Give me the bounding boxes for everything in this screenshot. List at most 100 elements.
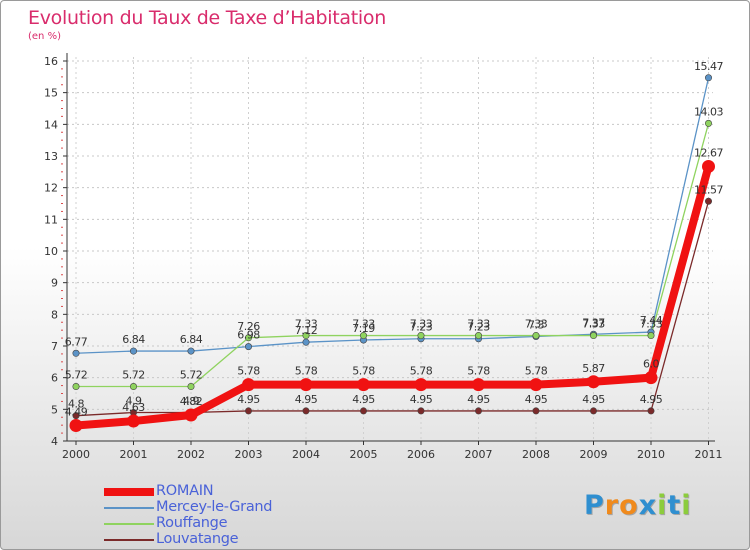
data-label-mercey-le-grand-2010: 7.44 — [640, 314, 663, 327]
data-point-louvatange-2003 — [245, 407, 253, 415]
data-point-romain-2001 — [127, 414, 140, 428]
data-label-mercey-le-grand-2002: 6.84 — [180, 333, 203, 346]
data-point-rouffange-2002 — [187, 383, 195, 391]
data-point-rouffange-2008 — [532, 332, 540, 340]
data-point-romain-2009 — [587, 375, 600, 389]
data-label-rouffange-2006: 7.33 — [410, 318, 433, 331]
data-point-romain-2005 — [357, 378, 370, 392]
logo-letter: t — [667, 490, 682, 521]
data-point-romain-2000 — [69, 418, 83, 432]
y-tick-label-16: 16 — [44, 55, 58, 68]
data-label-mercey-le-grand-2003: 6.98 — [237, 329, 260, 342]
data-label-romain-2000: 4.49 — [65, 405, 88, 418]
data-point-mercey-le-grand-2003 — [245, 343, 253, 351]
data-point-mercey-le-grand-2004 — [302, 338, 310, 346]
legend-label-mercey-le-grand: Mercey-le-Grand — [156, 499, 273, 515]
series-line-mercey-le-grand — [75, 77, 710, 354]
data-label-rouffange-2008: 7.33 — [525, 318, 548, 331]
data-point-romain-2010 — [644, 371, 658, 385]
y-tick-label-8: 8 — [51, 308, 58, 321]
data-point-rouffange-2009 — [589, 332, 597, 340]
y-tick-label-12: 12 — [44, 182, 58, 195]
proxiti-logo: Proxiti — [584, 490, 692, 521]
data-label-louvatange-2007: 4.95 — [467, 393, 490, 406]
data-point-louvatange-2011 — [704, 197, 712, 205]
data-point-rouffange-2005 — [359, 332, 367, 340]
data-label-louvatange-2005: 4.95 — [352, 393, 375, 406]
data-point-romain-2007 — [472, 378, 485, 392]
x-tick-label-2001: 2001 — [120, 448, 148, 461]
data-point-rouffange-2001 — [130, 383, 138, 391]
x-tick-label-2006: 2006 — [407, 448, 435, 461]
data-label-romain-2003: 5.78 — [237, 365, 260, 378]
data-label-mercey-le-grand-2006: 7.23 — [410, 321, 433, 334]
legend-swatch-louvatange — [104, 539, 154, 541]
data-label-louvatange-2001: 4.9 — [126, 395, 142, 408]
x-tick-label-2005: 2005 — [350, 448, 378, 461]
logo-letter: o — [619, 490, 639, 521]
data-label-louvatange-2000: 4.8 — [68, 398, 84, 411]
data-point-louvatange-2004 — [302, 407, 310, 415]
data-label-louvatange-2004: 4.95 — [295, 393, 318, 406]
logo-letter: i — [657, 490, 668, 521]
logo-letter: r — [604, 490, 620, 521]
data-label-mercey-le-grand-2004: 7.12 — [295, 324, 318, 337]
data-point-mercey-le-grand-2002 — [187, 347, 195, 355]
data-point-louvatange-2007 — [474, 407, 482, 415]
data-point-louvatange-2010 — [647, 407, 655, 415]
data-label-rouffange-2003: 7.26 — [237, 320, 260, 333]
data-label-rouffange-2009: 7.33 — [582, 318, 605, 331]
x-tick-label-2000: 2000 — [62, 448, 90, 461]
logo-letter: x — [638, 490, 658, 521]
series-line-rouffange — [75, 122, 710, 388]
data-label-romain-2011: 12.67 — [694, 146, 723, 159]
data-point-rouffange-2003 — [245, 334, 253, 342]
data-label-louvatange-2009: 4.95 — [582, 393, 605, 406]
data-point-louvatange-2008 — [532, 407, 540, 415]
data-label-romain-2004: 5.78 — [295, 365, 318, 378]
data-label-rouffange-2005: 7.33 — [352, 318, 375, 331]
y-tick-label-13: 13 — [44, 150, 58, 163]
series-line-romain — [72, 162, 713, 430]
data-point-rouffange-2004 — [302, 332, 310, 340]
data-point-rouffange-2007 — [474, 332, 482, 340]
chart-title: Evolution du Taux de Taxe d’Habitation — [28, 7, 386, 29]
series-points — [69, 74, 715, 432]
data-label-rouffange-2001: 5.72 — [122, 369, 145, 382]
data-label-rouffange-2007: 7.33 — [467, 318, 490, 331]
logo-letter: P — [584, 490, 605, 521]
data-label-rouffange-2000: 5.72 — [65, 369, 88, 382]
data-point-mercey-le-grand-2011 — [704, 74, 712, 82]
x-tick-label-2002: 2002 — [177, 448, 205, 461]
legend-label-rouffange: Rouffange — [156, 515, 228, 531]
legend-swatch-rouffange — [104, 523, 154, 525]
data-point-rouffange-2011 — [704, 119, 712, 127]
y-tick-label-15: 15 — [44, 87, 58, 100]
y-tick-label-11: 11 — [44, 213, 58, 226]
data-label-louvatange-2003: 4.95 — [237, 393, 260, 406]
data-point-rouffange-2000 — [72, 383, 80, 391]
legend-label-louvatange: Louvatange — [156, 531, 239, 547]
chart-subtitle: (en %) — [28, 31, 61, 42]
x-tick-label-2011: 2011 — [695, 448, 723, 461]
legend-swatch-romain — [104, 488, 154, 496]
point-labels: 6.77 6.84 6.84 6.98 7.12 7.19 7.23 7.23 7.3 7.37 7… — [65, 60, 724, 419]
data-point-louvatange-2005 — [359, 407, 367, 415]
data-label-rouffange-2004: 7.33 — [295, 318, 318, 331]
data-label-mercey-le-grand-2005: 7.19 — [352, 322, 375, 335]
data-label-romain-2002: 4.82 — [180, 395, 203, 408]
logo-letter: i — [681, 490, 692, 521]
data-label-louvatange-2008: 4.95 — [525, 393, 548, 406]
tick-labels: 4 5 6 7 8 9 10 11 12 13 14 15 16 2000 2001 2002 2003 2004… — [44, 55, 723, 461]
data-label-romain-2008: 5.78 — [525, 365, 548, 378]
y-tick-label-14: 14 — [44, 118, 58, 131]
x-tick-label-2010: 2010 — [637, 448, 665, 461]
data-label-romain-2010: 6.0 — [643, 358, 659, 371]
data-label-mercey-le-grand-2008: 7.3 — [528, 319, 544, 332]
data-label-mercey-le-grand-2007: 7.23 — [467, 321, 490, 334]
data-point-mercey-le-grand-2000 — [72, 349, 80, 357]
data-label-louvatange-2011: 11.57 — [694, 183, 723, 196]
data-label-romain-2009: 5.87 — [582, 362, 605, 375]
